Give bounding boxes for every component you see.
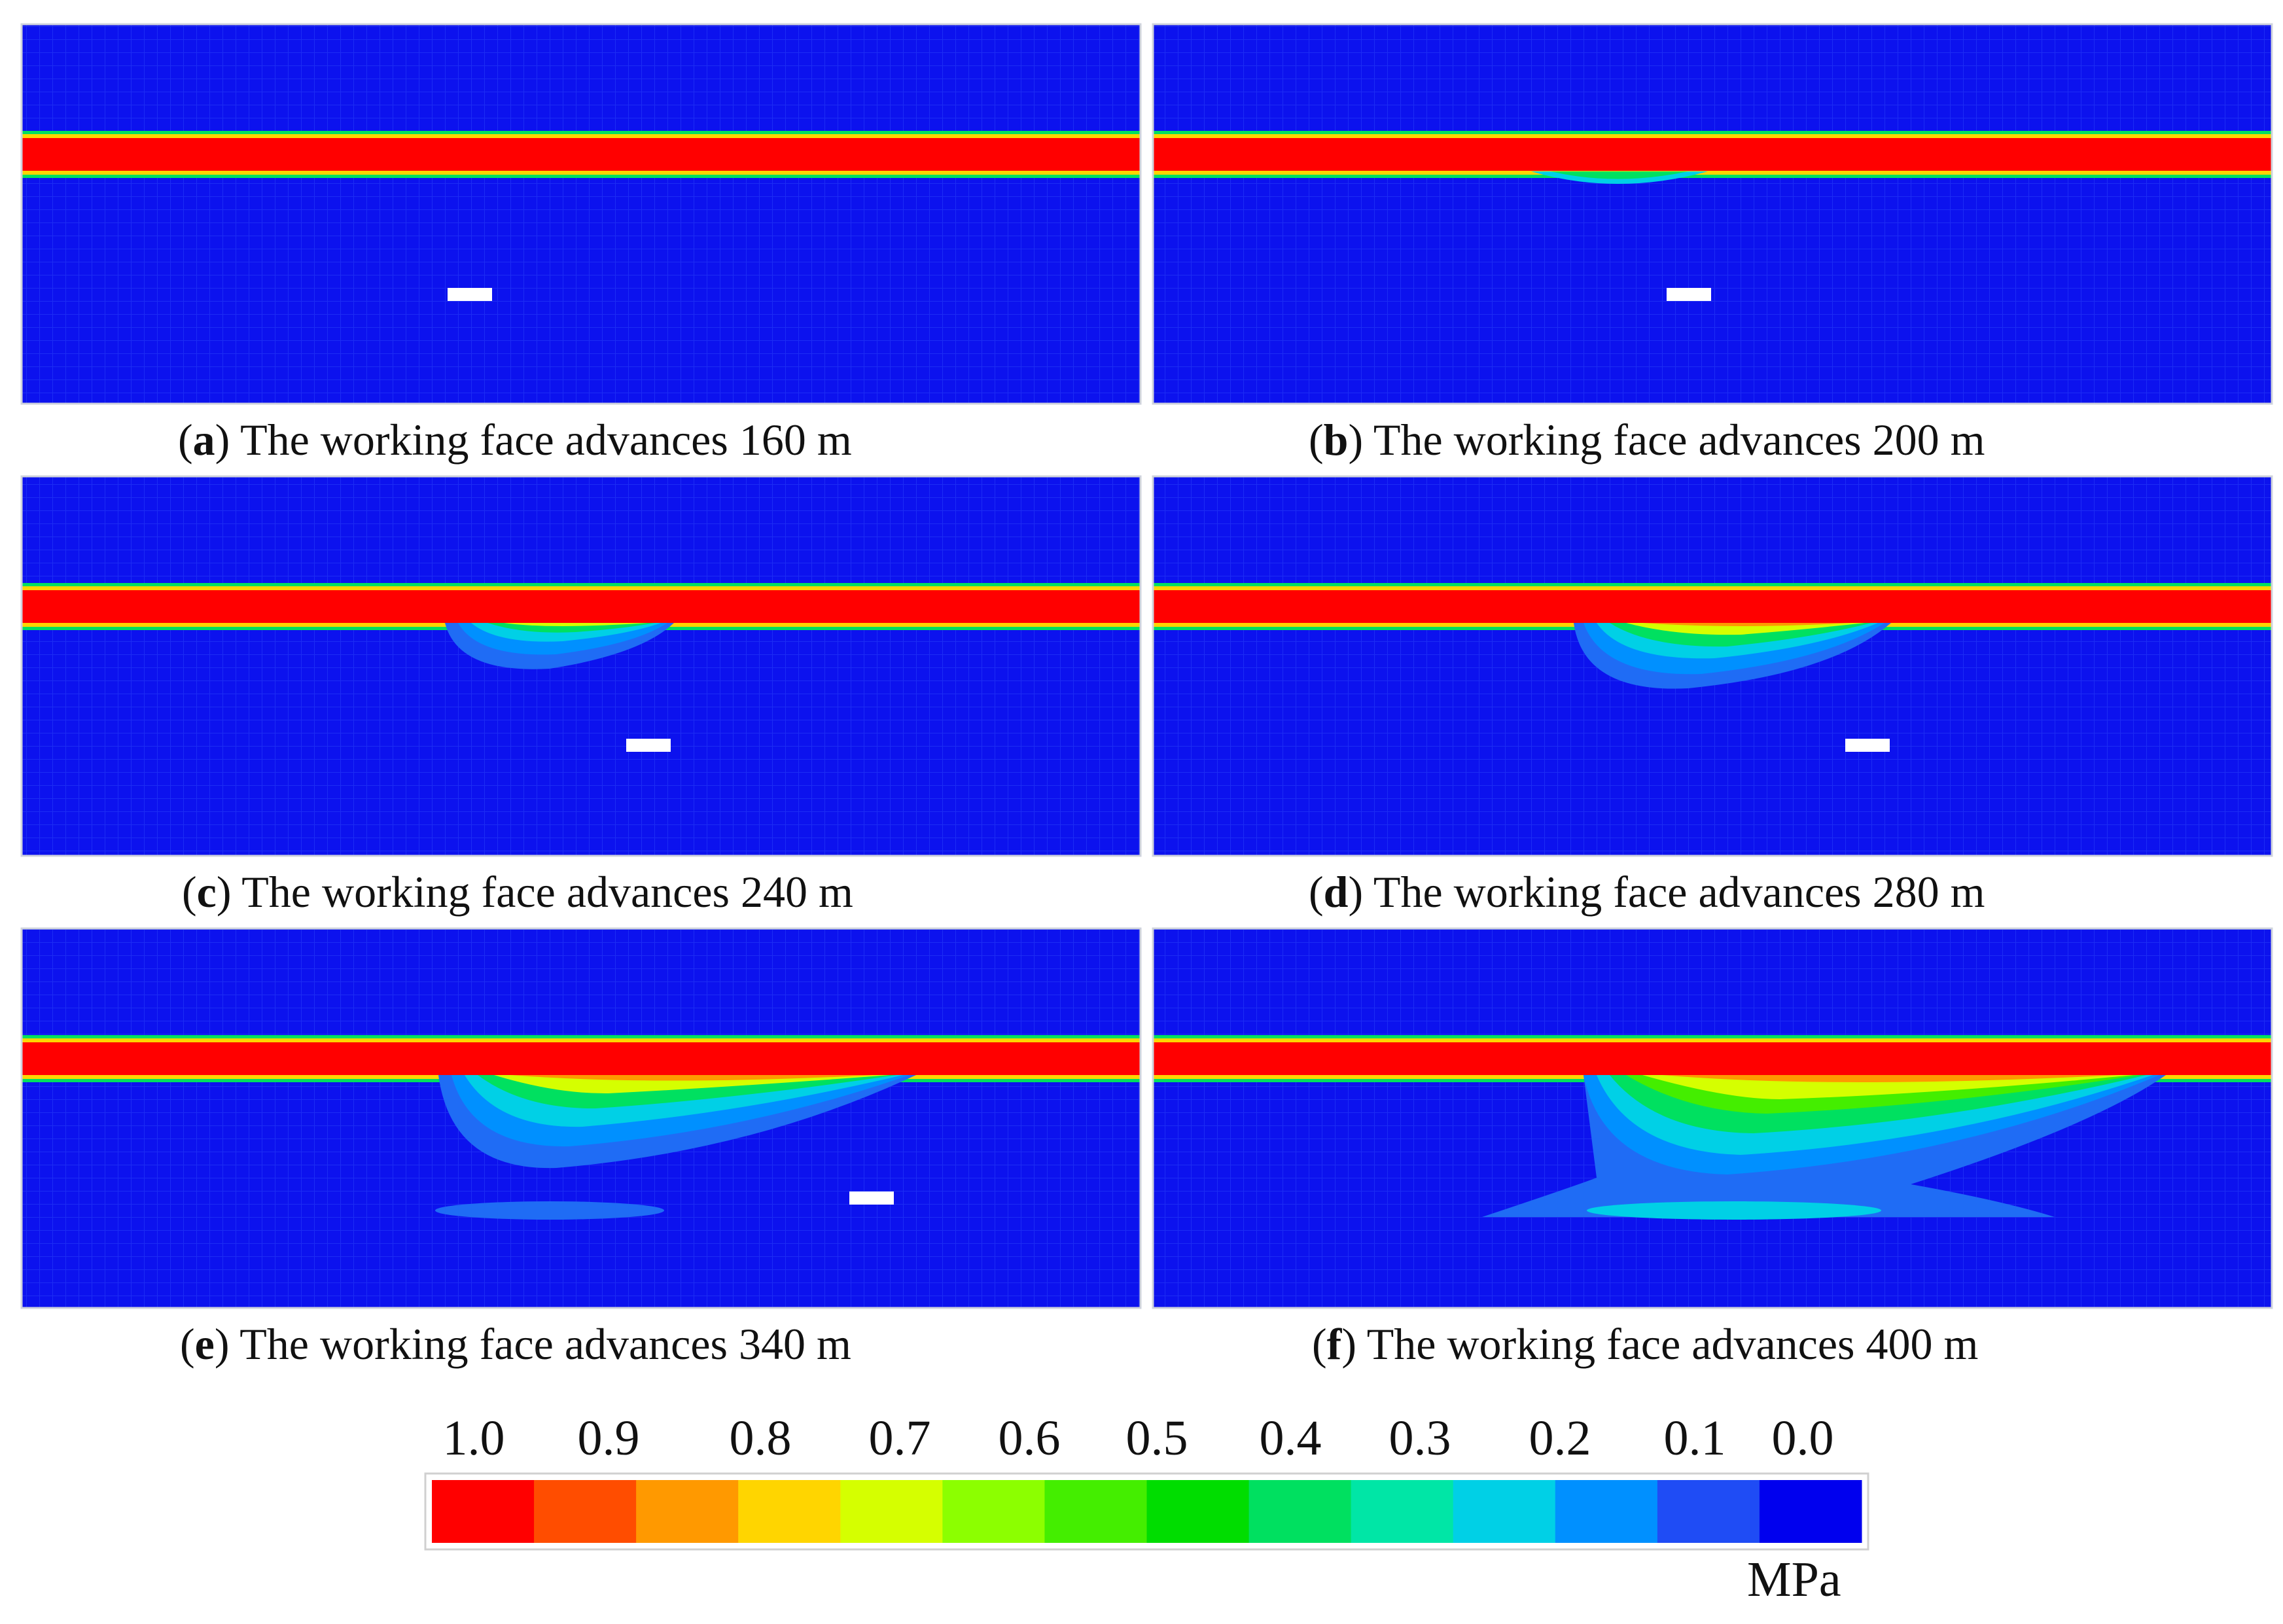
caption-b-text: The working face advances 200 m <box>1373 415 1985 465</box>
colorbar-cell <box>1759 1480 1862 1543</box>
colorbar-tick-label: 0.1 <box>1663 1411 1726 1466</box>
colorbar <box>424 1472 1869 1551</box>
colorbar-cell <box>1146 1480 1250 1543</box>
panel-f-red-band <box>1153 1042 2272 1075</box>
colorbar-tick-label: 0.0 <box>1771 1411 1834 1466</box>
panel-e-red-band <box>22 1042 1141 1075</box>
caption-b: (b) The working face advances 200 m <box>1309 415 1985 465</box>
colorbar-cell <box>1657 1480 1760 1543</box>
panel-e-contour <box>22 928 1141 1308</box>
panel-a-contour <box>22 24 1141 404</box>
panel-e-lower-zone <box>435 1201 664 1220</box>
caption-e-letter: e <box>194 1319 215 1369</box>
panel-b-roadway <box>1667 288 1711 301</box>
colorbar-cell <box>1555 1480 1658 1543</box>
caption-f-letter: f <box>1326 1319 1342 1369</box>
colorbar-cell <box>1351 1480 1454 1543</box>
colorbar-tick-label: 0.3 <box>1389 1411 1451 1466</box>
panel-a-roadway <box>448 288 492 301</box>
caption-e-text: The working face advances 340 m <box>239 1319 851 1369</box>
panel-b-contour <box>1153 24 2272 404</box>
colorbar-tick-label: 0.8 <box>729 1411 792 1466</box>
colorbar-cell <box>1248 1480 1352 1543</box>
panel-d-red-band <box>1153 590 2272 623</box>
colorbar-tick-label: 0.7 <box>868 1411 931 1466</box>
colorbar-cell <box>534 1480 637 1543</box>
panel-e-roadway <box>849 1192 894 1205</box>
colorbar-tick-label: 0.4 <box>1259 1411 1322 1466</box>
caption-e: (e) The working face advances 340 m <box>180 1319 851 1369</box>
caption-d: (d) The working face advances 280 m <box>1309 867 1985 917</box>
caption-b-letter: b <box>1323 415 1349 465</box>
caption-c-text: The working face advances 240 m <box>241 867 853 917</box>
colorbar-tick-label: 0.2 <box>1529 1411 1591 1466</box>
caption-d-letter: d <box>1323 867 1349 917</box>
caption-a-text: The working face advances 160 m <box>240 415 852 465</box>
colorbar-unit-label: MPa <box>1747 1552 1841 1607</box>
panel-f-lower-zone <box>1587 1201 1881 1220</box>
colorbar-tick-label: 0.5 <box>1125 1411 1188 1466</box>
panel-c-red-band <box>22 590 1141 623</box>
panel-b-red-band <box>1153 138 2272 171</box>
caption-a-letter: a <box>192 415 215 465</box>
caption-f: (f) The working face advances 400 m <box>1312 1319 1979 1369</box>
panel-f-contour <box>1153 928 2272 1308</box>
caption-c-letter: c <box>196 867 217 917</box>
colorbar-cell <box>432 1480 535 1543</box>
colorbar-cell <box>1453 1480 1556 1543</box>
caption-c: (c) The working face advances 240 m <box>182 867 853 917</box>
caption-a: (a) The working face advances 160 m <box>178 415 852 465</box>
colorbar-cell <box>840 1480 943 1543</box>
panel-c-contour <box>22 476 1141 856</box>
colorbar-tick-label: 0.9 <box>577 1411 640 1466</box>
colorbar-cell <box>1044 1480 1147 1543</box>
panel-d-roadway <box>1845 739 1890 752</box>
colorbar-cell <box>942 1480 1045 1543</box>
colorbar-tick-label: 1.0 <box>442 1411 505 1466</box>
panel-c-roadway <box>626 739 671 752</box>
panel-a-red-band <box>22 138 1141 171</box>
colorbar-cell <box>738 1480 841 1543</box>
caption-d-text: The working face advances 280 m <box>1373 867 1985 917</box>
caption-f-text: The working face advances 400 m <box>1366 1319 1979 1369</box>
colorbar-tick-label: 0.6 <box>998 1411 1061 1466</box>
colorbar-cell <box>636 1480 739 1543</box>
panel-d-contour <box>1153 476 2272 856</box>
